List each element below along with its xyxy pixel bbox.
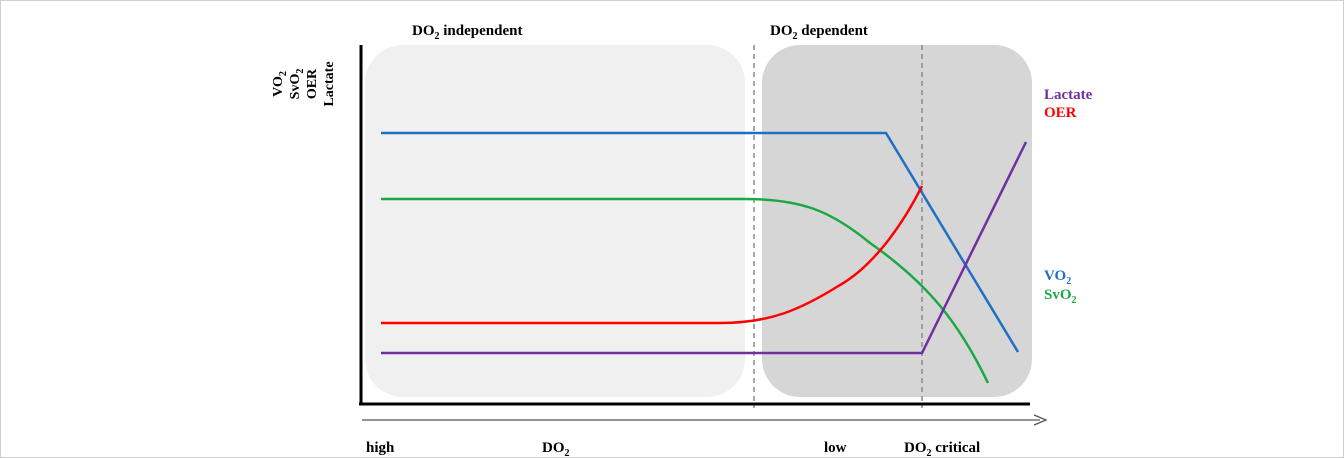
legend-lactate: Lactate (1044, 87, 1093, 103)
do2-arrow-head (1033, 414, 1048, 426)
x-label-do2: DO2 (542, 440, 570, 458)
svo2-curve (381, 197, 990, 384)
y-label-vo2: VO2 (271, 71, 289, 97)
do2-dependent-region (762, 45, 1032, 397)
legend-oer: OER (1044, 105, 1077, 121)
legend-svo2: SvO2 (1044, 287, 1077, 306)
lactate-curve (381, 141, 1028, 355)
oer-curve (381, 185, 924, 325)
y-label-oer: OER (305, 68, 320, 99)
x-label-high: high (366, 440, 395, 456)
x-label-low: low (824, 440, 847, 456)
y-axis-label-group: VO2 SvO2 OER Lactate (271, 61, 337, 106)
y-label-svo2: SvO2 (288, 69, 306, 100)
do2-independent-region (365, 45, 745, 397)
do2-dependent-label: DO2 dependent (770, 23, 868, 42)
do2-independent-label: DO2 independent (412, 23, 522, 42)
legend-vo2: VO2 (1044, 268, 1071, 287)
vo2-curve (381, 131, 1020, 353)
x-label-do2-critical: DO2 critical (904, 440, 980, 458)
y-label-lactate: Lactate (322, 61, 337, 106)
